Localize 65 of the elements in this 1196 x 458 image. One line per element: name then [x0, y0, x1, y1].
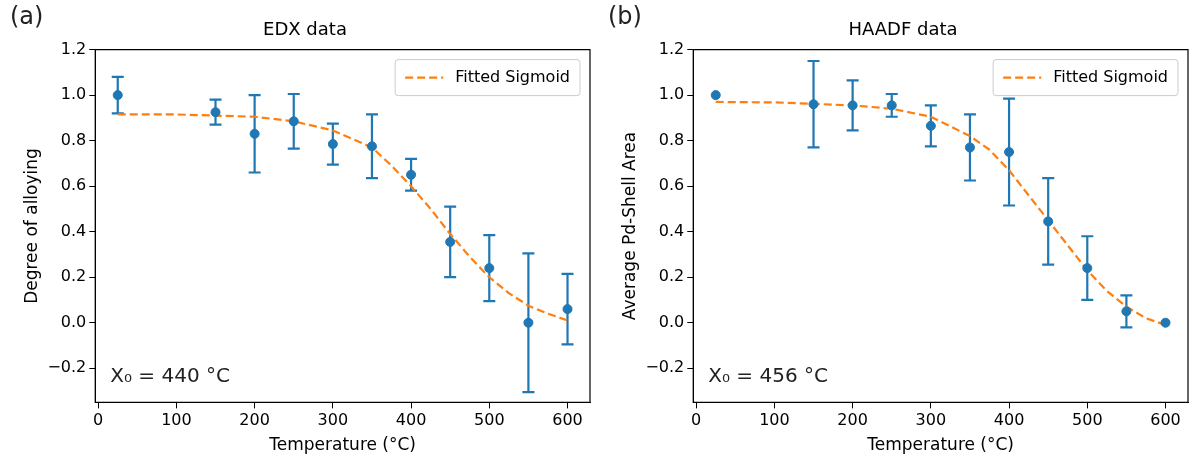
x-tick-label: 0 [691, 410, 702, 430]
x-axis-title: Temperature (°C) [866, 434, 1014, 455]
y-tick-label: 0.6 [60, 175, 87, 195]
point [1004, 147, 1015, 158]
x-tick-label: 600 [552, 410, 583, 430]
point [288, 116, 299, 127]
point [710, 90, 721, 101]
point [808, 99, 819, 110]
y-tick-label: −0.2 [645, 357, 685, 377]
x-tick-label: 200 [837, 410, 868, 430]
chart-title: EDX data [263, 18, 347, 40]
legend-label: Fitted Sigmoid [1053, 66, 1169, 86]
point [523, 317, 534, 328]
y-tick-label: 1.0 [658, 84, 685, 104]
point [1160, 317, 1171, 328]
point [562, 304, 573, 315]
legend-label: Fitted Sigmoid [455, 66, 571, 86]
y-tick-label: 1.2 [658, 38, 685, 58]
point [886, 100, 897, 111]
y-tick-label: 0.8 [60, 129, 87, 149]
x-tick-label: 500 [474, 410, 505, 430]
y-tick-label: 0.6 [658, 175, 685, 195]
y-tick-label: 0.4 [60, 220, 87, 240]
point [249, 128, 260, 139]
y-tick-label: 0.8 [658, 129, 685, 149]
x-axis-title: Temperature (°C) [268, 434, 416, 455]
x-tick-label: 400 [395, 410, 427, 430]
y-tick-label: 0.2 [658, 266, 685, 286]
x-tick-label: 0 [93, 410, 104, 430]
y-tick-label: 0.4 [658, 220, 685, 240]
x-tick-label: 200 [239, 410, 270, 430]
y-tick-label: 1.2 [60, 38, 87, 58]
line-series [116, 113, 569, 322]
x-tick-label: 600 [1150, 410, 1181, 430]
point [112, 90, 123, 101]
chart-title: HAADF data [848, 18, 958, 40]
point [1082, 263, 1093, 274]
x-tick-label: 100 [759, 410, 790, 430]
point [1043, 216, 1054, 227]
y-tick-label: 0.0 [658, 311, 685, 331]
y-tick-label: 0.0 [60, 311, 87, 331]
text: (b) [608, 2, 642, 31]
text: (a) [10, 2, 44, 31]
annotation: X₀ = 456 °C [708, 362, 828, 387]
point [445, 236, 456, 247]
point [847, 100, 858, 111]
point [327, 139, 338, 150]
point [366, 141, 377, 152]
point [484, 263, 495, 274]
point [1121, 306, 1132, 317]
point [964, 142, 975, 153]
point [406, 169, 417, 180]
x-tick-label: 100 [161, 410, 192, 430]
x-tick-label: 300 [915, 410, 947, 430]
y-axis-title: Average Pd-Shell Area [618, 131, 639, 321]
point [925, 120, 936, 131]
y-axis-title: Degree of alloying [20, 148, 41, 304]
x-tick-label: 300 [317, 410, 349, 430]
y-tick-label: 0.2 [60, 266, 87, 286]
y-tick-label: −0.2 [47, 357, 87, 377]
point [210, 107, 221, 118]
x-tick-label: 500 [1072, 410, 1103, 430]
annotation: X₀ = 440 °C [110, 362, 230, 387]
y-tick-label: 1.0 [60, 84, 87, 104]
x-tick-label: 400 [993, 410, 1025, 430]
